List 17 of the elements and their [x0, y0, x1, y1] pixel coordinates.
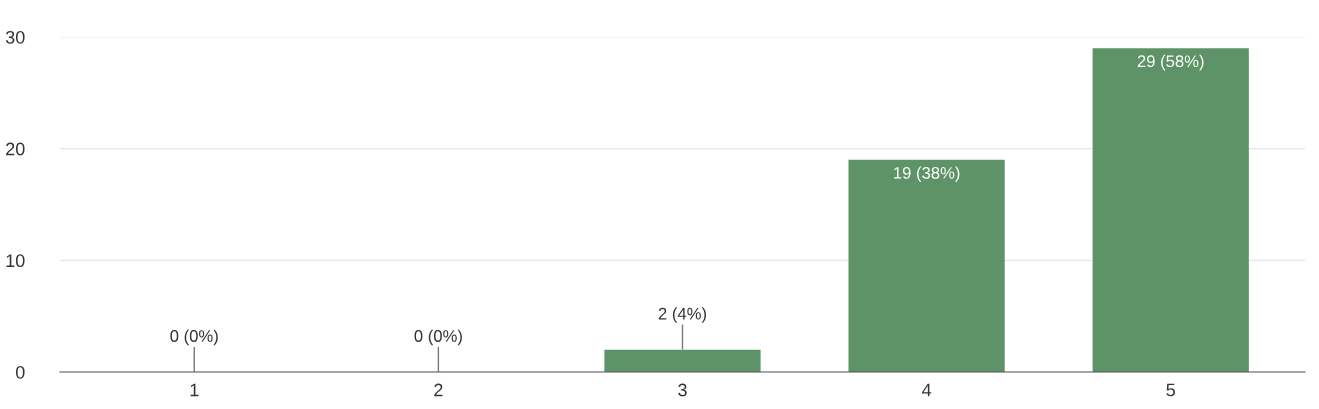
bar: [1092, 48, 1249, 372]
data-label: 2 (4%): [658, 307, 707, 323]
x-tick-label: 5: [1166, 383, 1175, 397]
bar: [848, 159, 1005, 372]
data-label: 29 (58%): [1137, 54, 1204, 71]
y-tick-label: 10: [6, 254, 25, 268]
x-tick-label: 4: [922, 383, 932, 397]
y-tick-label: 0: [15, 365, 25, 379]
y-tick-label: 20: [6, 142, 25, 156]
bar: [604, 349, 761, 372]
x-tick-label: 3: [678, 383, 687, 397]
data-label: 0 (0%): [170, 329, 218, 346]
x-tick-label: 1: [190, 383, 199, 397]
y-tick-label: 30: [5, 30, 25, 44]
x-tick-label: 2: [434, 383, 443, 397]
data-label: 19 (38%): [894, 166, 960, 183]
data-label: 0 (0%): [414, 329, 462, 346]
